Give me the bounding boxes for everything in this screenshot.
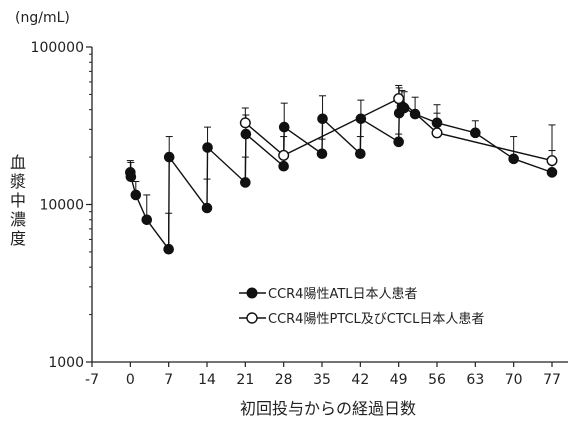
- x-tick-label: 49: [390, 372, 408, 388]
- data-point-filled: [317, 113, 328, 125]
- x-tick-label: 77: [543, 372, 561, 388]
- x-tick-label: 14: [198, 372, 216, 388]
- x-tick-label: 7: [164, 372, 173, 388]
- data-point-filled: [355, 148, 366, 160]
- y-tick-label: 100000: [31, 40, 84, 56]
- data-point-filled: [240, 177, 251, 188]
- y-axis-title-char: 漿: [10, 172, 26, 191]
- data-point-filled: [470, 127, 481, 139]
- data-point-open: [278, 149, 290, 161]
- data-point-filled: [163, 243, 174, 255]
- data-point-filled: [316, 148, 328, 160]
- data-point-filled: [398, 102, 410, 114]
- data-point-filled: [163, 151, 175, 163]
- legend-item-ptcl-ctcl: CCR4陽性PTCL及びCTCL日本人患者: [239, 312, 484, 327]
- x-tick-label: 0: [126, 372, 135, 388]
- legend-item-atl: CCR4陽性ATL日本人患者: [239, 287, 418, 302]
- x-tick-label: 35: [313, 372, 331, 388]
- data-point-filled: [431, 117, 443, 129]
- ticks: 1000 10000 100000 -7 0 7 14 21 28 35 42 49 56 63 70 77: [31, 40, 561, 388]
- y-unit-label: (ng/mL): [15, 10, 70, 26]
- data-point-filled: [278, 121, 290, 133]
- x-tick-label: 28: [275, 372, 293, 388]
- x-axis-title: 初回投与からの経過日数: [240, 399, 416, 418]
- legend: CCR4陽性ATL日本人患者 CCR4陽性PTCL及びCTCL日本人患者: [239, 287, 484, 327]
- series-layer: [125, 84, 558, 255]
- y-axis-title-char: 度: [10, 229, 26, 248]
- x-tick-label: 63: [466, 372, 484, 388]
- legend-label-ptcl-ctcl: CCR4陽性PTCL及びCTCL日本人患者: [268, 312, 484, 327]
- y-axis-title: 血漿中濃度: [10, 153, 26, 248]
- data-point-filled: [508, 153, 519, 165]
- x-tick-label: 21: [236, 372, 254, 388]
- data-point-filled: [130, 189, 142, 201]
- x-tick-label: 56: [428, 372, 446, 388]
- y-tick-label: 10000: [39, 198, 84, 214]
- data-point-open: [393, 93, 405, 105]
- data-point-open: [546, 155, 558, 167]
- data-point-filled: [409, 108, 421, 120]
- data-point-filled: [201, 202, 213, 214]
- y-axis-title-char: 濃: [10, 210, 26, 229]
- data-point-filled: [393, 136, 404, 148]
- data-point-open: [431, 127, 443, 139]
- data-point-open: [239, 117, 251, 129]
- x-tick-label: -7: [85, 372, 99, 388]
- y-axis-title-char: 血: [10, 153, 26, 172]
- y-axis-title-char: 中: [10, 191, 26, 210]
- data-point-filled: [546, 167, 558, 178]
- data-point-filled: [240, 128, 252, 140]
- data-point-filled: [125, 171, 137, 183]
- data-point-filled: [278, 160, 289, 172]
- data-point-filled: [202, 142, 213, 153]
- y-tick-label: 1000: [48, 355, 84, 371]
- data-point-filled: [355, 113, 367, 125]
- x-tick-label: 42: [351, 372, 369, 388]
- legend-label-atl: CCR4陽性ATL日本人患者: [268, 287, 418, 302]
- legend-marker-open-circle-icon: [246, 312, 258, 324]
- data-point-filled: [141, 214, 153, 226]
- legend-marker-filled-circle-icon: [246, 287, 258, 299]
- x-tick-label: 70: [505, 372, 523, 388]
